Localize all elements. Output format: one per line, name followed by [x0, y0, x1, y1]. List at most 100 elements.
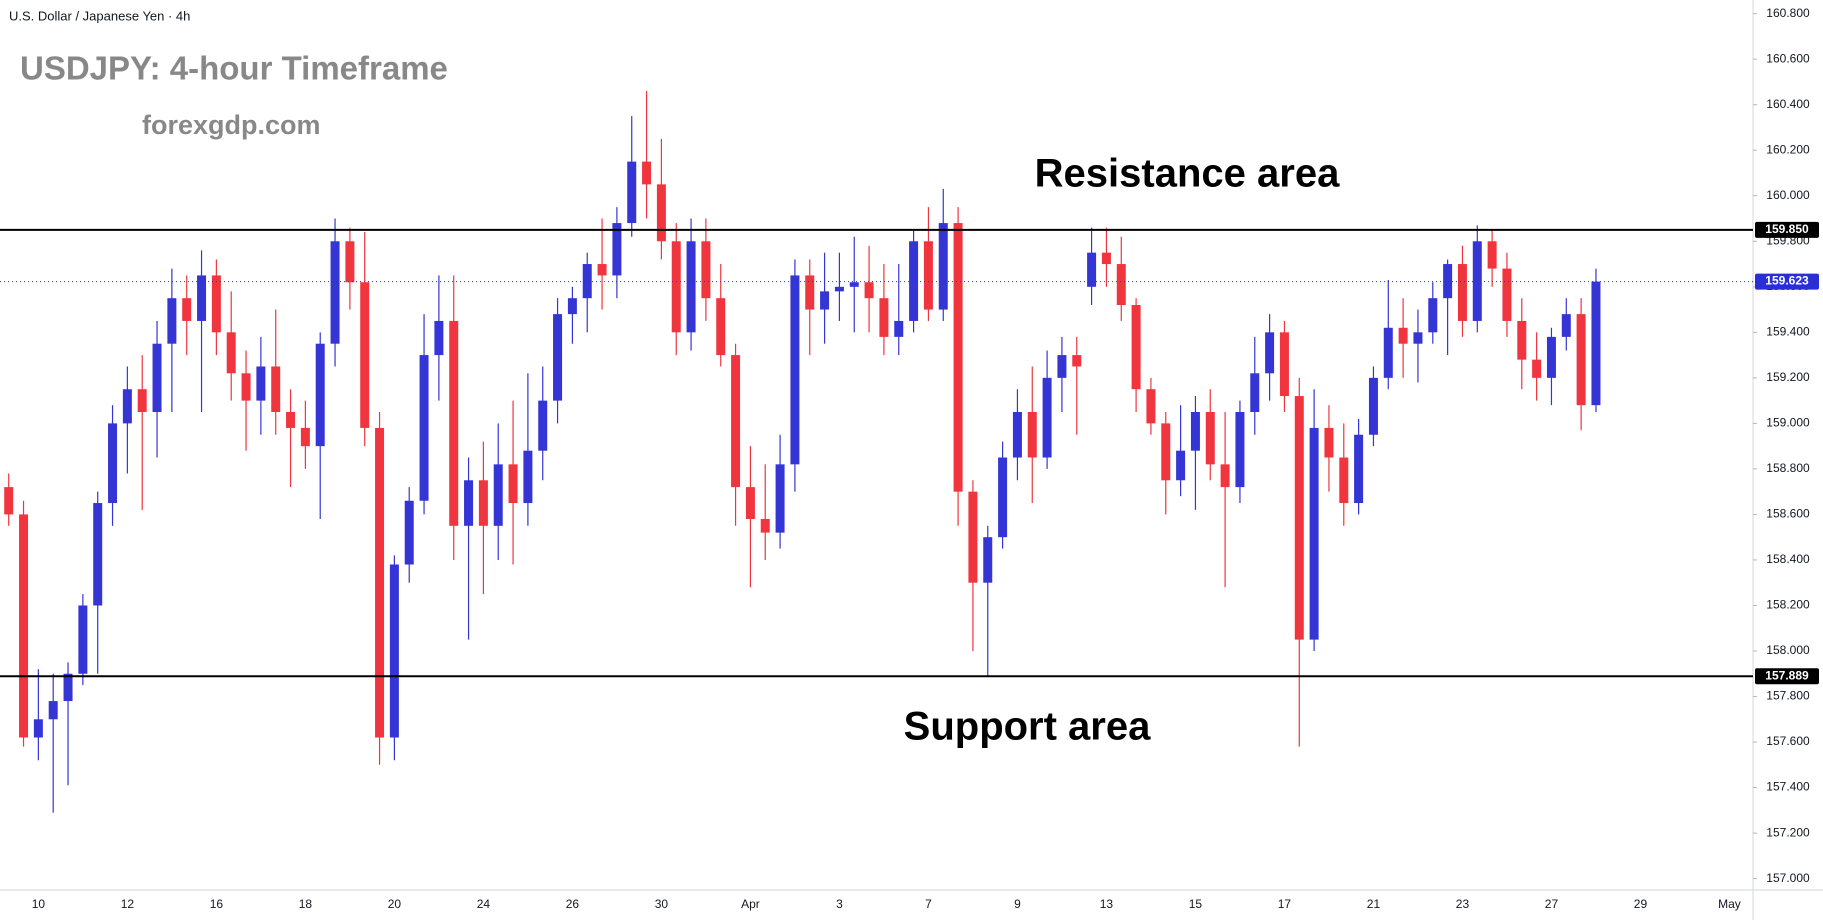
candle-body [271, 366, 281, 412]
candle-body [923, 241, 933, 310]
candle-body [1428, 298, 1438, 333]
candle-body [1413, 332, 1423, 344]
candle-body [909, 241, 919, 321]
y-tick-label: 160.400 [1766, 97, 1810, 111]
candle-body [1546, 336, 1556, 378]
candle-body [894, 320, 904, 337]
last-price-box [1755, 273, 1819, 290]
y-tick-label: 157.800 [1766, 689, 1810, 703]
candle-body [849, 282, 859, 287]
x-tick-label: 17 [1278, 897, 1292, 911]
candle-body [226, 332, 236, 374]
candle-body [493, 464, 503, 526]
candle-body [523, 450, 533, 504]
y-tick-label: 157.200 [1766, 825, 1810, 839]
candle-body [968, 491, 978, 583]
candle-body [1131, 305, 1141, 390]
candle-body [1176, 450, 1186, 481]
candle-body [1339, 457, 1349, 504]
candle-body [33, 719, 43, 738]
candle-body [597, 264, 607, 276]
candle-body [612, 223, 622, 276]
candle-body [360, 282, 370, 428]
candle-body [1116, 264, 1126, 306]
candle-body [790, 275, 800, 465]
x-tick-label: 27 [1545, 897, 1559, 911]
candle-body [820, 291, 830, 310]
candle-body [1502, 268, 1512, 321]
x-tick-label: Apr [741, 897, 760, 911]
candle-body [315, 343, 325, 447]
candle-body [122, 389, 132, 424]
candle-body [716, 298, 726, 356]
candle-body [330, 241, 340, 344]
candle-body [998, 457, 1008, 538]
candle-body [19, 514, 29, 738]
candle-body [983, 537, 993, 583]
candle-body [93, 503, 103, 606]
candle-body [256, 366, 266, 401]
candle-body [1354, 434, 1364, 504]
candle-body [78, 605, 88, 674]
x-tick-label: May [1718, 897, 1741, 911]
y-tick-label: 160.000 [1766, 188, 1810, 202]
candle-body [553, 314, 563, 401]
y-tick-label: 160.800 [1766, 6, 1810, 20]
candle-body [864, 282, 874, 299]
candle-body [805, 275, 815, 310]
x-tick-label: 21 [1367, 897, 1381, 911]
candle-body [478, 480, 488, 526]
candle-body [627, 161, 637, 224]
candle-body [1309, 427, 1319, 640]
candle-body [48, 701, 58, 720]
candle-body [1235, 411, 1245, 488]
candle-body [1532, 359, 1542, 378]
x-tick-label: 7 [925, 897, 932, 911]
x-tick-label: 24 [477, 897, 491, 911]
candle-body [508, 464, 518, 504]
y-tick-label: 159.000 [1766, 416, 1810, 430]
candle-body [775, 464, 785, 533]
candle-body [211, 275, 221, 333]
candle-body [1472, 241, 1482, 321]
candle-body [671, 241, 681, 333]
candle-body [834, 286, 844, 292]
candle-body [1072, 355, 1082, 367]
y-tick-label: 159.200 [1766, 370, 1810, 384]
candle-body [152, 343, 162, 412]
candle-body [1279, 332, 1289, 397]
candle-body [137, 389, 147, 412]
candle-body [63, 673, 73, 702]
x-tick-label: 23 [1456, 897, 1470, 911]
last-price-label: 159.623 [1765, 274, 1809, 288]
resistance-annotation: Resistance area [1035, 152, 1340, 196]
y-tick-label: 158.600 [1766, 507, 1810, 521]
candle-body [1457, 264, 1467, 321]
candle-body [1324, 427, 1334, 458]
x-tick-label: 18 [299, 897, 313, 911]
y-tick-label: 160.200 [1766, 142, 1810, 156]
candle-body [731, 355, 741, 488]
candle-body [241, 373, 251, 401]
candle-body [449, 320, 459, 526]
y-tick-label: 157.000 [1766, 871, 1810, 885]
y-tick-label: 158.200 [1766, 598, 1810, 612]
y-tick-label: 158.000 [1766, 643, 1810, 657]
x-tick-label: 12 [121, 897, 135, 911]
watermark: forexgdp.com [142, 110, 321, 140]
candle-body [1576, 314, 1586, 406]
candle-body [582, 264, 592, 299]
y-tick-label: 158.400 [1766, 552, 1810, 566]
candle-body [1057, 355, 1067, 378]
y-tick-label: 157.600 [1766, 734, 1810, 748]
candle-body [404, 500, 414, 565]
candle-body [345, 241, 355, 283]
candle-body [642, 161, 652, 185]
symbol-header: U.S. Dollar / Japanese Yen · 4h [9, 8, 190, 23]
candle-body [182, 298, 192, 321]
candle-body [1591, 281, 1601, 406]
candle-body [1190, 411, 1200, 451]
candle-body [375, 427, 385, 738]
